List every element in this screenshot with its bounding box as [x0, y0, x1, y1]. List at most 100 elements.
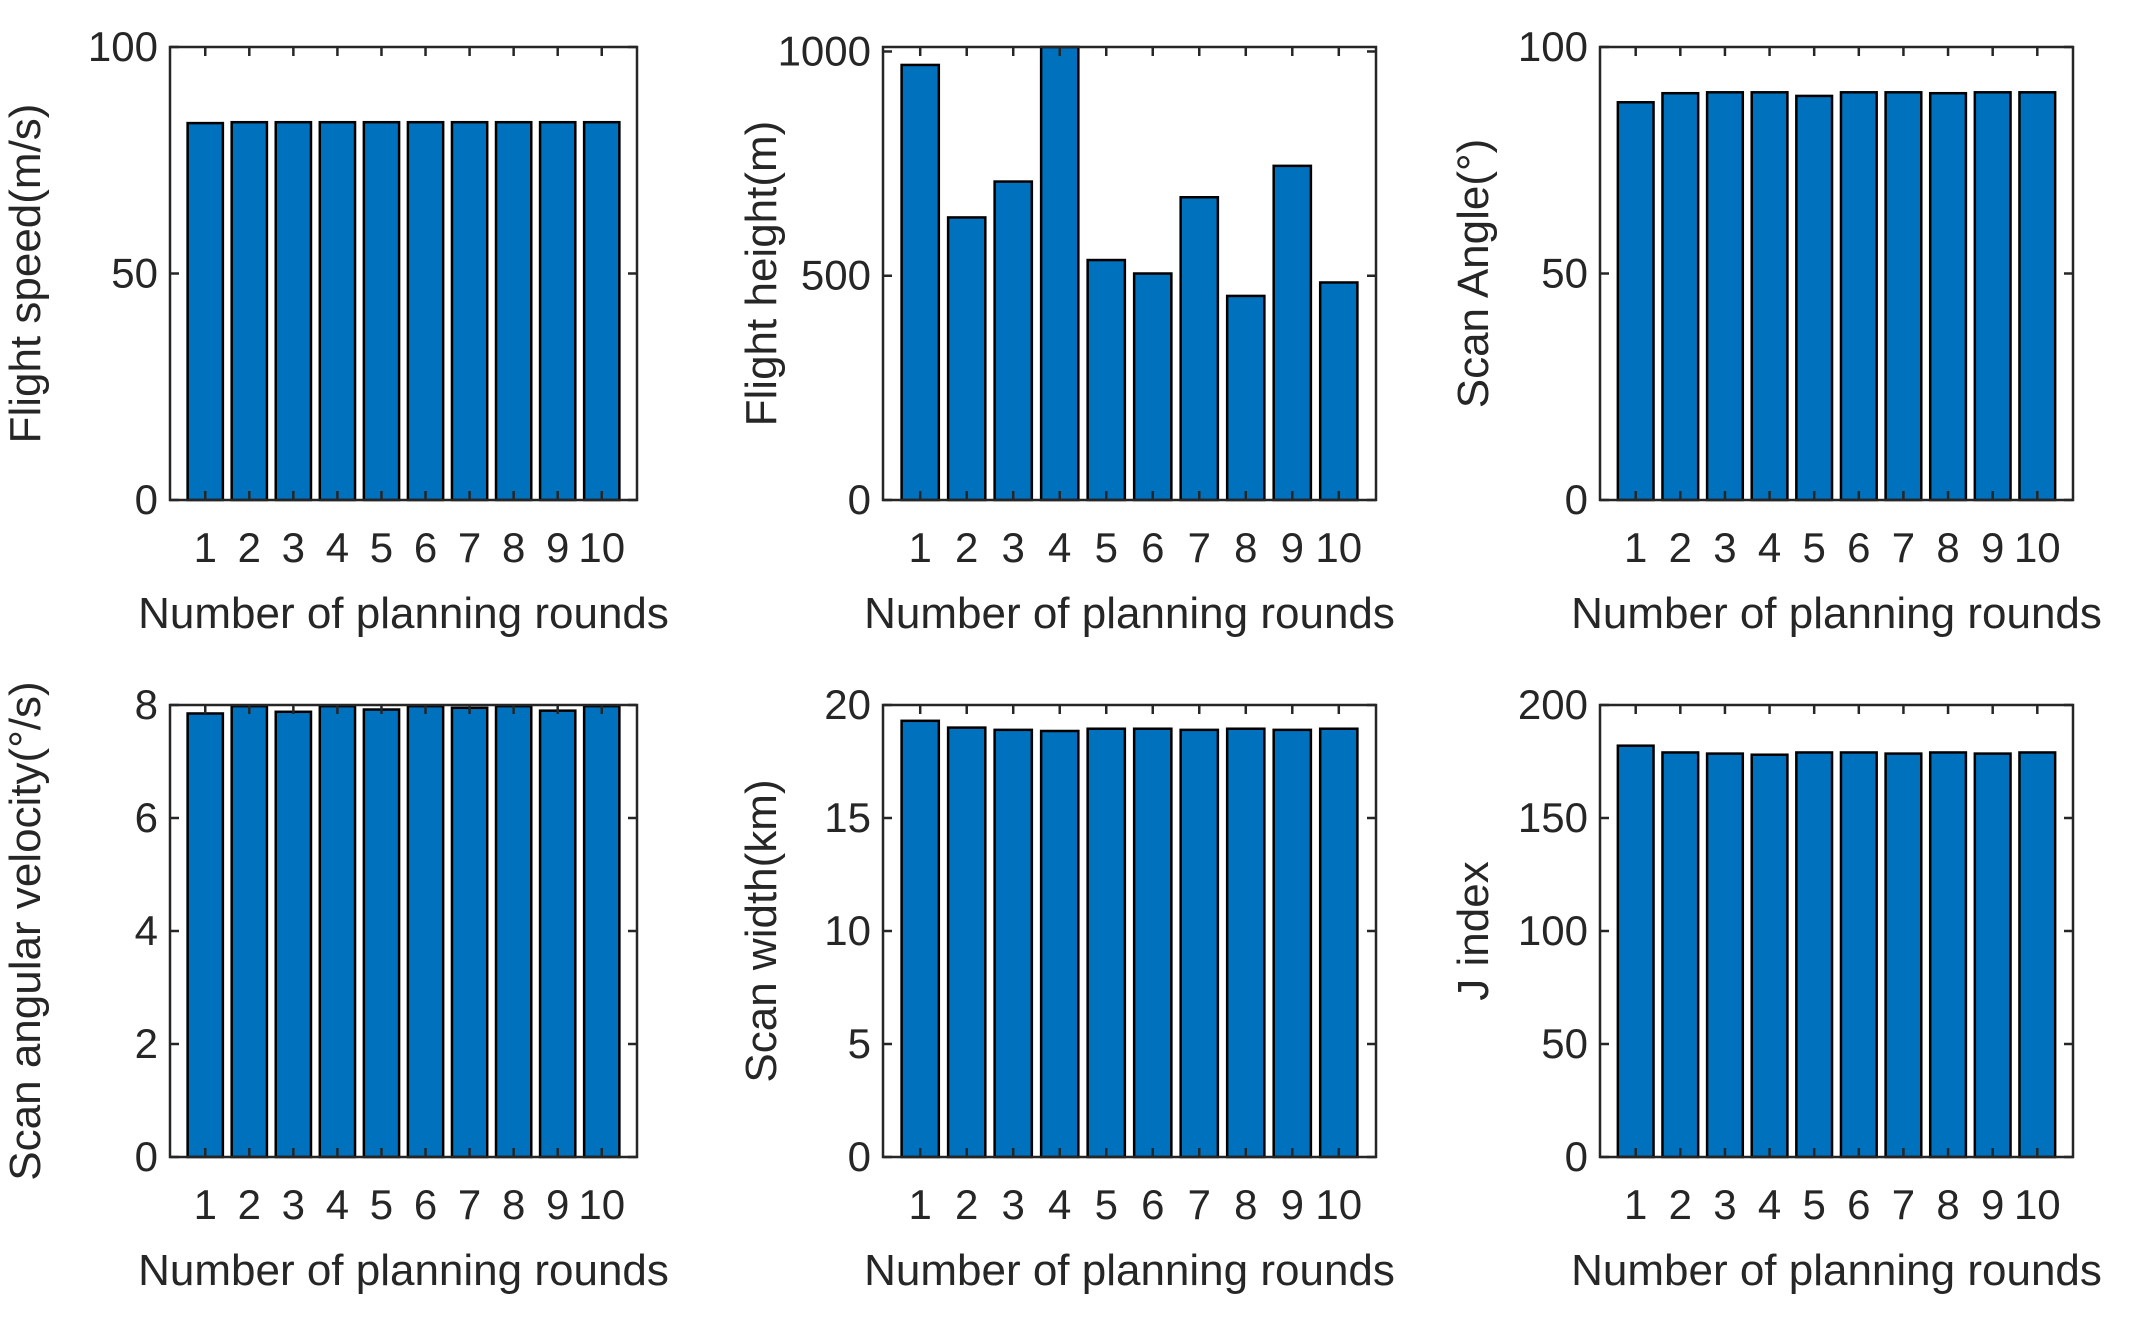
bar-7 — [1179, 728, 1220, 1159]
x-tick-label: 8 — [1234, 1181, 1257, 1228]
bar-5 — [1086, 727, 1127, 1159]
x-tick-label: 6 — [1847, 524, 1870, 571]
y-tick-label: 6 — [135, 794, 158, 841]
x-tick-label: 1 — [909, 524, 932, 571]
bar-1 — [186, 121, 225, 502]
bar-9 — [1973, 91, 2012, 502]
bar-3 — [993, 180, 1034, 502]
bar-9 — [1973, 752, 2012, 1159]
x-tick-label: 9 — [1281, 1181, 1304, 1228]
bar-3 — [1705, 752, 1745, 1159]
x-tick-label: 2 — [238, 524, 261, 571]
bar-2 — [946, 726, 987, 1159]
bar-1 — [1616, 101, 1655, 502]
y-tick-label: 2 — [135, 1020, 158, 1067]
bar-4 — [1750, 91, 1789, 502]
y-tick-label: 50 — [1541, 250, 1588, 297]
x-tick-label: 10 — [578, 524, 625, 571]
x-tick-label: 4 — [326, 524, 349, 571]
y-tick-label: 5 — [848, 1020, 871, 1067]
bar-2 — [1661, 91, 1700, 502]
x-tick-label: 3 — [282, 524, 305, 571]
y-tick-label: 0 — [135, 1133, 158, 1180]
x-tick-label: 7 — [1892, 1181, 1915, 1228]
bar-4 — [318, 120, 357, 502]
bar-7 — [1884, 752, 1923, 1159]
y-tick-label: 0 — [848, 476, 871, 523]
x-tick-label: 7 — [458, 524, 481, 571]
bar-2 — [230, 120, 269, 502]
bar-3 — [993, 728, 1034, 1159]
x-axis-label: Number of planning rounds — [864, 589, 1395, 638]
x-tick-label: 8 — [502, 524, 525, 571]
y-tick-label: 0 — [135, 476, 158, 523]
subplot-3: 0 50 100 1 2 3 4 5 6 7 8 9 10 Number of planning roun… — [1449, 23, 2102, 638]
x-tick-label: 5 — [1095, 1181, 1118, 1228]
bar-8 — [494, 120, 533, 502]
x-tick-label: 10 — [578, 1181, 625, 1228]
x-tick-label: 1 — [194, 524, 217, 571]
x-tick-label: 5 — [1095, 524, 1118, 571]
x-tick-label: 7 — [1188, 524, 1211, 571]
bar-6 — [406, 704, 445, 1159]
bar-2 — [946, 216, 987, 502]
x-tick-label: 4 — [1758, 1181, 1781, 1228]
x-tick-label: 1 — [1624, 1181, 1647, 1228]
y-axis-label: Flight speed(m/s) — [1, 104, 50, 444]
bar-7 — [450, 120, 489, 502]
bar-1 — [900, 719, 941, 1159]
bar-6 — [1132, 727, 1173, 1159]
x-tick-label: 5 — [1803, 524, 1826, 571]
x-tick-label: 9 — [1981, 524, 2004, 571]
y-tick-label: 100 — [1518, 907, 1588, 954]
x-tick-label: 4 — [1758, 524, 1781, 571]
x-axis-label: Number of planning rounds — [138, 589, 669, 638]
bar-10 — [582, 120, 621, 502]
y-tick-label: 4 — [135, 907, 158, 954]
x-tick-label: 10 — [2014, 1181, 2061, 1228]
x-tick-label: 5 — [1803, 1181, 1826, 1228]
x-tick-label: 4 — [1048, 1181, 1071, 1228]
x-tick-label: 8 — [1936, 524, 1959, 571]
y-tick-label: 10 — [824, 907, 871, 954]
x-axis-label: Number of planning rounds — [1571, 589, 2102, 638]
x-axis-label: Number of planning rounds — [1571, 1246, 2102, 1295]
x-tick-label: 9 — [1281, 524, 1304, 571]
x-tick-label: 3 — [1713, 1181, 1736, 1228]
bar-10 — [1318, 727, 1359, 1159]
x-tick-label: 6 — [414, 1181, 437, 1228]
x-tick-label: 6 — [1141, 524, 1164, 571]
bar-5 — [362, 708, 401, 1159]
bar-5 — [1795, 94, 1834, 502]
bar-6 — [406, 120, 445, 502]
x-tick-label: 8 — [502, 1181, 525, 1228]
y-tick-label: 0 — [1565, 476, 1588, 523]
y-tick-label: 0 — [848, 1133, 871, 1180]
y-tick-label: 50 — [111, 250, 158, 297]
bar-6 — [1839, 751, 1878, 1159]
x-tick-label: 2 — [238, 1181, 261, 1228]
bar-7 — [450, 706, 489, 1159]
bar-4 — [1039, 729, 1080, 1159]
subplot-6: 0 50 100 150 200 1 2 3 4 5 6 7 8 9 10 Number of plannin… — [1449, 681, 2102, 1295]
x-tick-label: 5 — [370, 1181, 393, 1228]
x-axis-label: Number of planning rounds — [138, 1246, 669, 1295]
y-tick-label: 15 — [824, 794, 871, 841]
bar-6 — [1839, 91, 1878, 502]
bar-2 — [230, 704, 269, 1159]
bar-10 — [2018, 751, 2057, 1159]
subplot-1: 0 50 100 1 2 3 4 5 6 7 8 9 10 Number of planning roun… — [1, 23, 669, 638]
x-tick-label: 10 — [1315, 1181, 1362, 1228]
x-tick-label: 9 — [1981, 1181, 2004, 1228]
x-axis-label: Number of planning rounds — [864, 1246, 1395, 1295]
bar-8 — [1225, 727, 1266, 1159]
x-tick-label: 10 — [2014, 524, 2061, 571]
bar-8 — [1928, 751, 1968, 1159]
x-tick-label: 2 — [1669, 1181, 1692, 1228]
bar-8 — [1928, 91, 1968, 502]
bar-7 — [1884, 91, 1923, 502]
bar-9 — [538, 709, 577, 1159]
